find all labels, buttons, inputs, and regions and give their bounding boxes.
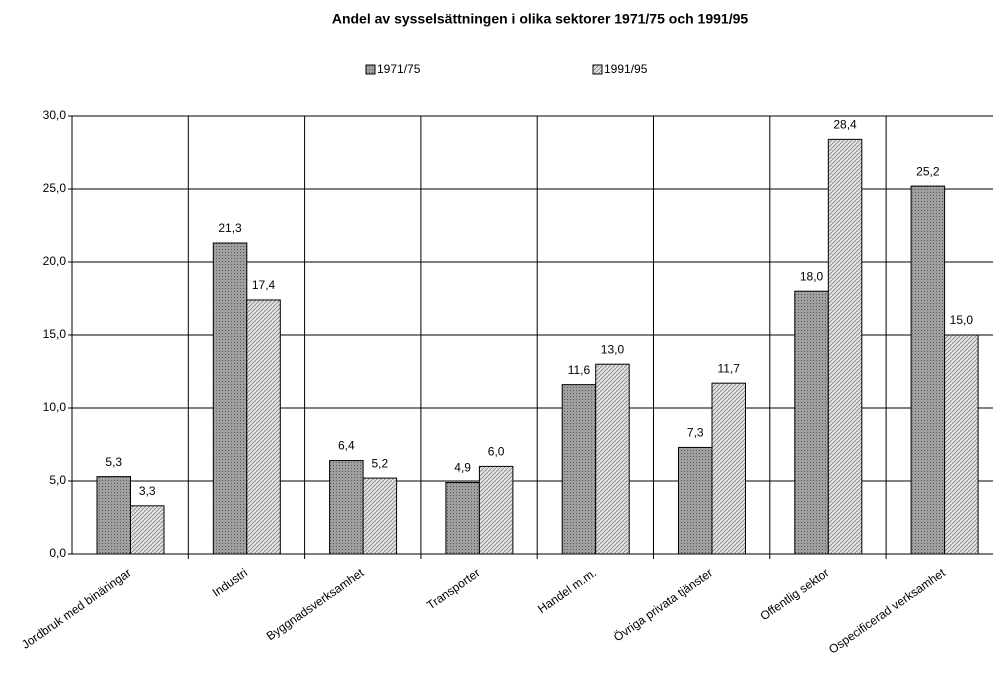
y-tick-label: 0,0 — [49, 546, 66, 560]
data-label: 6,4 — [338, 439, 355, 453]
bar — [478, 465, 514, 555]
data-label: 6,0 — [488, 445, 505, 459]
bar — [362, 477, 398, 555]
data-label: 28,4 — [833, 118, 857, 132]
y-tick-label: 5,0 — [49, 473, 66, 487]
data-label: 4,9 — [454, 461, 471, 475]
y-tick-label: 20,0 — [43, 254, 67, 268]
y-tick-label: 15,0 — [43, 327, 67, 341]
bar — [711, 382, 746, 555]
x-tick-label: Offentlig sektor — [758, 566, 832, 624]
x-tick-label: Ospecificerad verksamhet — [826, 565, 948, 656]
x-tick-label: Jordbruk med binäringar — [19, 566, 134, 652]
x-tick-label: Transporter — [424, 566, 482, 613]
bar — [944, 334, 979, 555]
bar — [678, 446, 713, 555]
x-tick-label: Övriga privata tjänster — [611, 566, 715, 645]
data-label: 3,3 — [139, 484, 156, 498]
y-tick-label: 30,0 — [43, 108, 67, 122]
legend-swatch — [365, 64, 376, 75]
data-label: 18,0 — [800, 269, 824, 283]
chart-title: Andel av sysselsättningen i olika sektor… — [332, 11, 749, 27]
data-label: 11,7 — [718, 361, 741, 375]
legend-label: 1991/95 — [604, 62, 648, 76]
data-label: 5,3 — [105, 455, 122, 469]
bar — [96, 476, 131, 555]
data-label: 15,0 — [950, 313, 974, 327]
bar — [794, 290, 829, 555]
data-label: 25,2 — [916, 164, 940, 178]
bar — [910, 185, 946, 555]
bar — [212, 242, 248, 555]
data-label: 7,3 — [687, 426, 704, 440]
bar — [827, 138, 863, 555]
x-tick-label: Handel m.m. — [535, 566, 599, 616]
bar — [246, 299, 281, 555]
x-tick-label: Byggnadsverksamhet — [264, 565, 367, 643]
data-label: 21,3 — [218, 221, 242, 235]
legend-swatch — [592, 64, 603, 75]
legend-label: 1971/75 — [377, 62, 421, 76]
x-tick-label: Industri — [210, 566, 250, 600]
data-label: 5,2 — [372, 456, 389, 470]
bar — [595, 363, 630, 555]
data-label: 13,0 — [601, 342, 625, 356]
y-tick-label: 25,0 — [43, 181, 67, 195]
bar — [445, 481, 480, 555]
bar — [561, 384, 597, 555]
bar — [329, 460, 364, 555]
plot-border — [71, 115, 993, 555]
data-label: 11,6 — [568, 363, 591, 377]
bar — [130, 505, 165, 555]
y-tick-label: 10,0 — [43, 400, 67, 414]
data-label: 17,4 — [252, 278, 276, 292]
